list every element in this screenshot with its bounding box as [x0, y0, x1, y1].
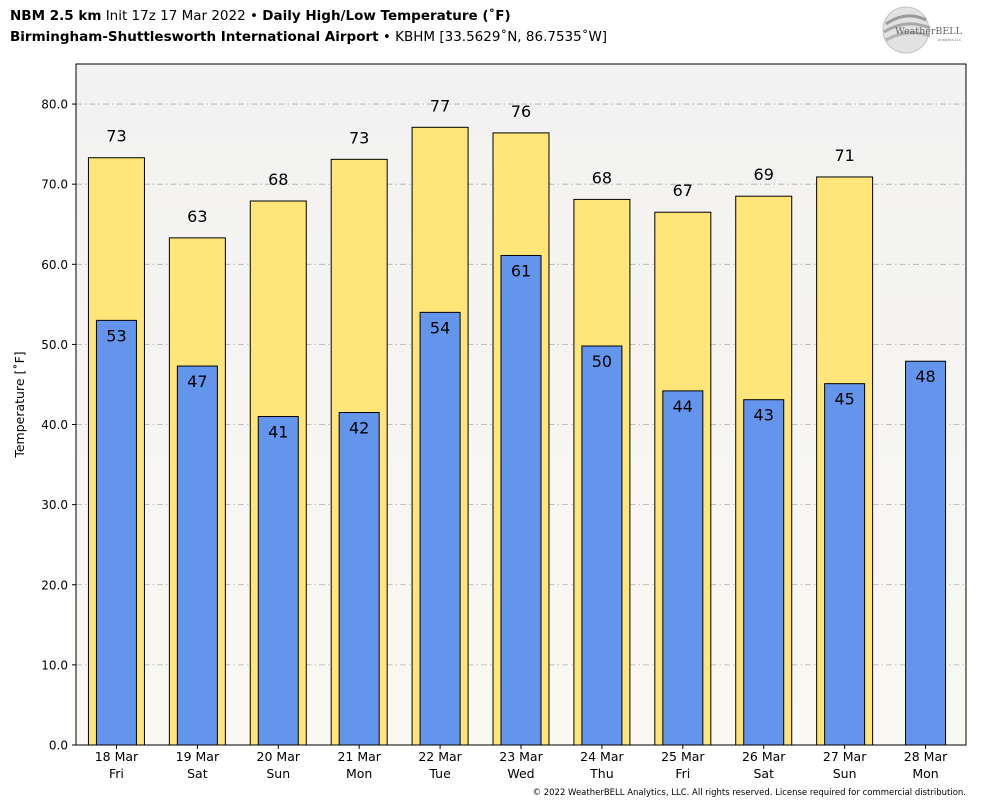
low-temp-label: 53: [106, 326, 126, 345]
high-temp-label: 67: [673, 181, 693, 200]
x-tick-day: Fri: [675, 766, 690, 781]
separator: •: [250, 8, 258, 24]
x-tick-date: 20 Mar: [257, 749, 301, 764]
y-tick-label: 60.0: [41, 258, 68, 272]
x-tick-day: Mon: [912, 766, 938, 781]
x-tick-day: Tue: [428, 766, 451, 781]
high-temp-label: 77: [430, 96, 450, 115]
x-tick-date: 26 Mar: [742, 749, 786, 764]
low-temp-bar: [500, 254, 542, 746]
x-tick-day: Sat: [753, 766, 774, 781]
x-tick-day: Thu: [589, 766, 613, 781]
x-tick-date: 28 Mar: [904, 749, 948, 764]
low-temp-bar: [662, 390, 704, 746]
y-tick-label: 0.0: [49, 739, 68, 753]
x-tick-date: 27 Mar: [823, 749, 867, 764]
low-temp-bar: [257, 416, 299, 746]
low-temp-label: 48: [915, 367, 935, 386]
x-tick-day: Wed: [507, 766, 534, 781]
low-temp-bar: [743, 399, 785, 746]
low-temp-bar: [176, 365, 218, 746]
init-time: Init 17z 17 Mar 2022: [105, 8, 246, 24]
header-line-2: Birmingham-Shuttlesworth International A…: [10, 27, 607, 48]
low-temp-bar: [824, 383, 866, 746]
low-temp-label: 61: [511, 261, 531, 280]
high-temp-label: 63: [187, 207, 207, 226]
high-temp-label: 68: [592, 168, 612, 187]
y-tick-label: 20.0: [41, 578, 68, 592]
y-axis-label: Temperature [˚F]: [12, 351, 27, 458]
x-tick-day: Sun: [266, 766, 290, 781]
high-temp-label: 68: [268, 170, 288, 189]
high-temp-label: 73: [349, 128, 369, 147]
y-tick-label: 10.0: [41, 658, 68, 672]
low-temp-label: 43: [754, 406, 774, 425]
chart-title: Daily High/Low Temperature (˚F): [262, 8, 511, 24]
x-tick-day: Sun: [833, 766, 857, 781]
weatherbell-logo: WeatherBELL Analytics LLC: [882, 6, 963, 54]
x-tick-date: 21 Mar: [337, 749, 381, 764]
low-temp-label: 45: [834, 390, 854, 409]
x-tick-date: 19 Mar: [176, 749, 220, 764]
high-temp-label: 71: [834, 146, 854, 165]
y-tick-label: 30.0: [41, 498, 68, 512]
x-tick-date: 25 Mar: [661, 749, 705, 764]
x-tick-day: Fri: [109, 766, 124, 781]
x-tick-day: Sat: [187, 766, 208, 781]
low-temp-bar: [581, 345, 623, 746]
low-temp-label: 44: [673, 397, 693, 416]
logo-subtext: Analytics LLC: [938, 38, 962, 42]
chart-header: NBM 2.5 km Init 17z 17 Mar 2022 • Daily …: [10, 6, 607, 48]
low-temp-bar: [905, 360, 947, 746]
x-tick-date: 18 Mar: [95, 749, 139, 764]
logo-text: WeatherBELL: [895, 26, 963, 37]
x-tick-date: 23 Mar: [499, 749, 543, 764]
y-tick-label: 80.0: [41, 98, 68, 112]
low-temp-bar: [419, 311, 461, 746]
x-tick-date: 22 Mar: [418, 749, 462, 764]
low-temp-label: 54: [430, 318, 450, 337]
model-name: NBM 2.5 km: [10, 8, 102, 24]
low-temp-bar: [338, 412, 380, 746]
high-temp-label: 76: [511, 102, 531, 121]
low-temp-label: 41: [268, 423, 288, 442]
y-tick-label: 50.0: [41, 338, 68, 352]
high-temp-label: 73: [106, 127, 126, 146]
station-coordinates: KBHM [33.5629˚N, 86.7535˚W]: [395, 29, 608, 45]
low-temp-label: 47: [187, 372, 207, 391]
y-tick-label: 70.0: [41, 178, 68, 192]
separator: •: [382, 29, 391, 45]
y-tick-label: 40.0: [41, 418, 68, 432]
header-line-1: NBM 2.5 km Init 17z 17 Mar 2022 • Daily …: [10, 6, 607, 27]
low-temp-label: 50: [592, 352, 612, 371]
x-tick-date: 24 Mar: [580, 749, 624, 764]
low-temp-label: 42: [349, 419, 369, 438]
low-temp-bar: [95, 319, 137, 746]
high-temp-label: 69: [754, 165, 774, 184]
copyright-notice: © 2022 WeatherBELL Analytics, LLC. All r…: [532, 788, 966, 798]
x-tick-day: Mon: [346, 766, 372, 781]
station-name: Birmingham-Shuttlesworth International A…: [10, 29, 379, 45]
